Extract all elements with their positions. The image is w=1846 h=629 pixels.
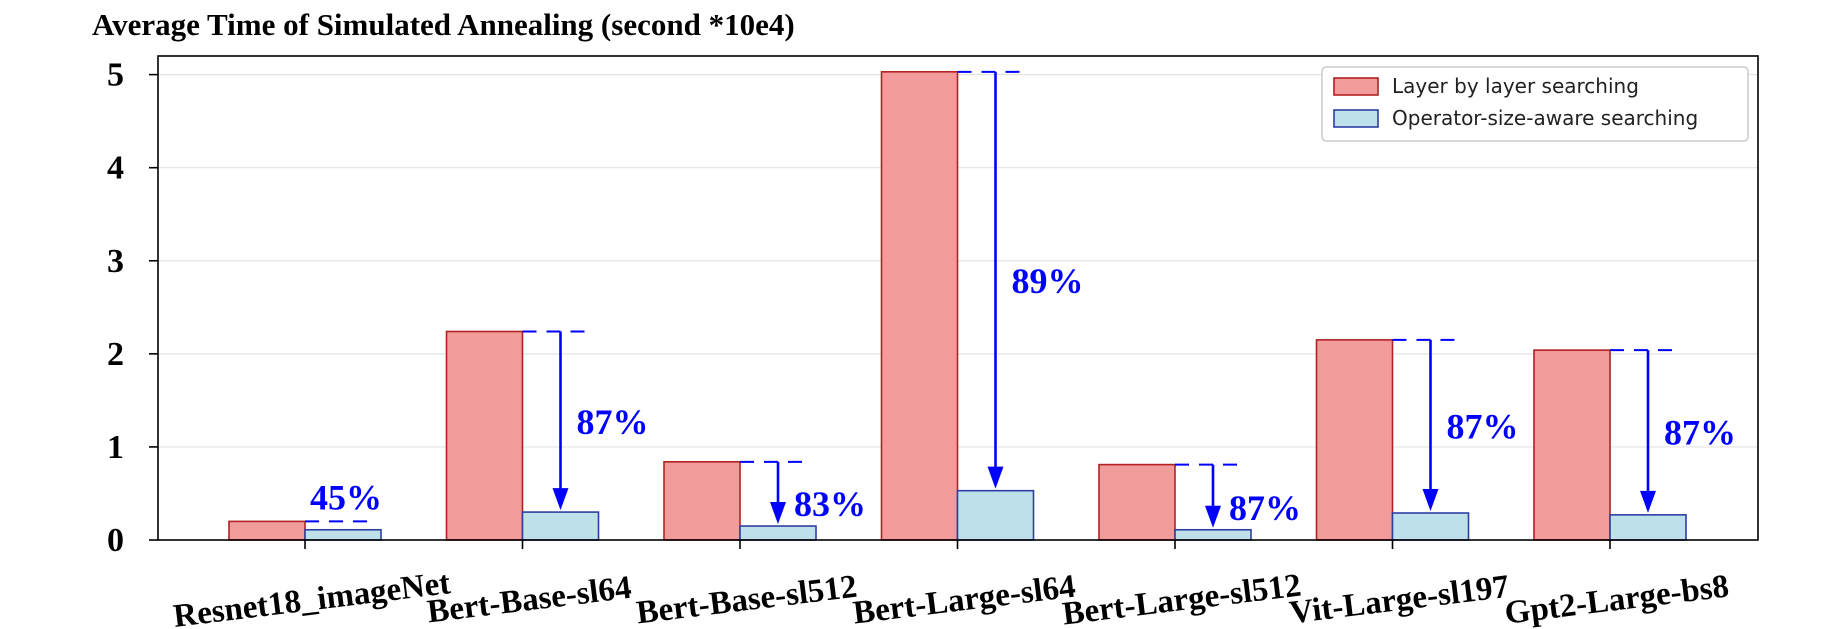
annotations: 45% 87% 83% 89% 87% 87% 87% [305, 70, 1736, 528]
reduction-arrow-head [552, 488, 569, 511]
reduction-arrow-head [1422, 489, 1439, 512]
y-axis-ticks: 0 1 2 3 4 5 [107, 57, 158, 559]
reduction-label: 87% [1447, 406, 1519, 446]
bar-operator-size-aware [739, 525, 817, 541]
reduction-arrow-head [1205, 505, 1221, 528]
legend-label-operator-size-aware: Operator-size-aware searching [1392, 106, 1698, 130]
bar-operator-size-aware [956, 489, 1035, 541]
x-tick-label: Bert-Large-sl64 [851, 569, 1077, 629]
reduction-label: 87% [577, 402, 649, 442]
bar-layer-by-layer [880, 71, 959, 541]
x-tick-label: Bert-Large-sl512 [1060, 568, 1303, 629]
x-tick-label: Bert-Base-sl512 [635, 569, 860, 629]
legend-swatch-layer-by-layer [1333, 77, 1379, 96]
legend-box [1321, 66, 1749, 142]
x-tick-label: Bert-Base-sl64 [425, 570, 633, 629]
legend: Layer by layer searching Operator-size-a… [1321, 66, 1749, 142]
bar-layer-by-layer [663, 461, 741, 541]
bar-layer-by-layer [228, 520, 306, 541]
reduction-arrow-head [770, 502, 786, 525]
legend-label-layer-by-layer: Layer by layer searching [1392, 74, 1639, 98]
x-tick-label: Resnet18_imageNet [171, 565, 452, 629]
bar-layer-by-layer [445, 330, 524, 541]
reduction-label: 87% [1664, 412, 1736, 452]
x-tick-label: Vit-Large-sl197 [1288, 569, 1511, 629]
reduction-label: 45% [310, 477, 382, 517]
chart-title: Average Time of Simulated Annealing (sec… [92, 7, 795, 42]
bar-layer-by-layer [1533, 349, 1611, 541]
y-tick-label: 3 [107, 243, 124, 280]
y-tick-label: 5 [107, 57, 124, 94]
reduction-arrow-head [1640, 490, 1656, 513]
reduction-arrow-head [987, 466, 1004, 489]
bar-operator-size-aware [1391, 512, 1470, 541]
reduction-label: 83% [794, 484, 866, 524]
y-tick-label: 2 [107, 336, 124, 373]
bar-layer-by-layer [1098, 463, 1176, 541]
y-tick-label: 4 [107, 150, 124, 187]
reduction-label: 89% [1012, 261, 1084, 301]
y-tick-label: 0 [107, 522, 124, 559]
x-tick-label: Gpt2-Large-bs8 [1503, 568, 1731, 629]
legend-swatch-operator-size-aware [1333, 109, 1379, 128]
reduction-label: 87% [1229, 488, 1301, 528]
y-tick-label: 1 [107, 429, 124, 466]
bars [228, 71, 1687, 541]
bar-operator-size-aware [1609, 514, 1687, 541]
bar-operator-size-aware [304, 528, 382, 541]
bar-operator-size-aware [521, 511, 600, 541]
bar-operator-size-aware [1174, 528, 1252, 541]
bar-layer-by-layer [1315, 339, 1394, 541]
